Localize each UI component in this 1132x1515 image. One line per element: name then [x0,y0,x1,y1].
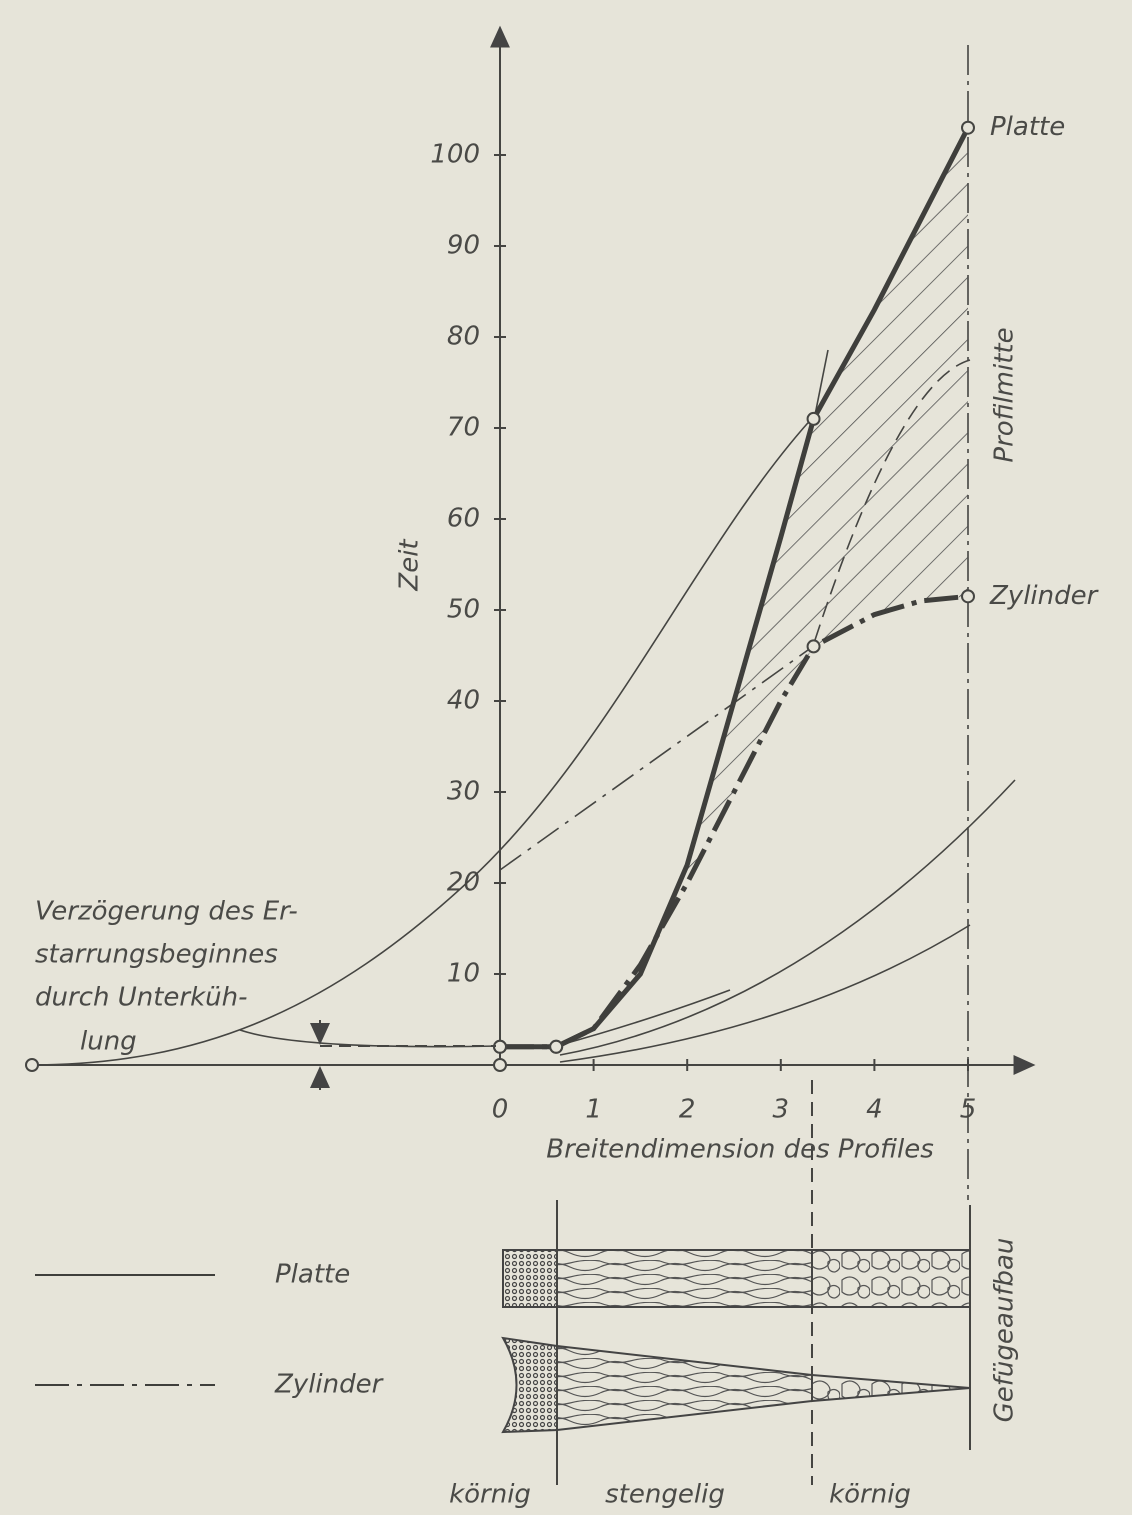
y-tick-label: 20 [447,868,480,898]
annotation: Verzögerung des Er- [35,897,298,927]
construction-curve [559,924,971,1063]
vertical-label: Profilmitte [990,327,1020,462]
origin-marker [25,1058,39,1072]
hatched-area [593,127,968,1029]
end-label: Zylinder [989,581,1100,611]
legend-label: Zylinder [274,1370,385,1400]
y-tick-label: 30 [447,777,480,807]
plot-area: 0 1 2 3 4 5102030405060708090100PlatteZylinde… [25,25,1100,1200]
zone-label: körnig [829,1480,911,1510]
y-tick-label: 10 [447,959,480,989]
construction-curve [239,1029,501,1048]
zone-label: körnig [449,1480,531,1510]
y-tick-label: 40 [447,686,480,716]
y-tick-label: 90 [447,231,480,261]
annotation: durch Unterküh- [35,983,248,1013]
x-tick-label: 0 [492,1095,509,1125]
end-label: Platte [990,112,1065,142]
y-tick-label: 70 [447,413,480,443]
point-marker [961,120,975,135]
annotation: starrungsbeginnes [35,940,278,970]
legend-label: Platte [275,1260,350,1290]
x-axis-title: Breitendimension des Profiles [546,1135,934,1165]
y-tick-label: 50 [447,595,480,625]
structure-title: Gefügeaufbau [990,1238,1020,1423]
point-marker [549,1039,564,1054]
structure-diagram [501,1080,971,1485]
point-marker [806,639,821,654]
y-tick-label: 100 [430,140,480,170]
legend: Platte Zylinder [35,1260,385,1400]
x-tick-label: 3 [773,1095,790,1125]
construction-curve [29,414,816,1066]
point-marker [961,589,975,604]
origin-marker [493,1058,507,1072]
construction-curve [814,349,829,416]
x-tick-label: 1 [585,1095,602,1125]
zone-label: stengelig [605,1480,725,1510]
x-tick-label: 2 [679,1095,696,1125]
y-tick-label: 80 [447,322,480,352]
y-axis-title: Zeit [395,539,425,592]
construction-curve [559,989,731,1046]
construction-curve [559,779,1016,1056]
x-tick-label: 4 [866,1095,883,1125]
y-tick-label: 60 [447,504,480,534]
point-marker [806,411,821,426]
annotation: lung [80,1027,137,1057]
series-line [500,593,969,1050]
